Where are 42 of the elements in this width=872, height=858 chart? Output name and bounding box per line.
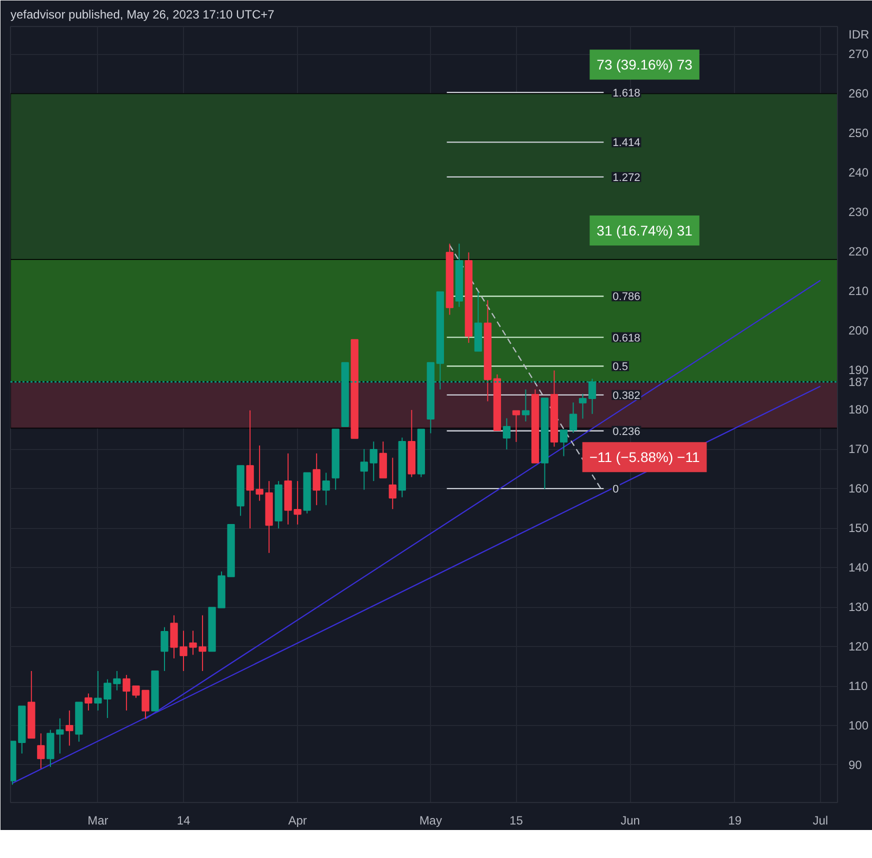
annotation: 31 (16.74%) 31 xyxy=(596,222,693,238)
annotation: 73 (39.16%) 73 xyxy=(596,56,693,73)
y-tick-label: 270 xyxy=(848,47,869,62)
y-tick-label: 200 xyxy=(848,324,869,338)
y-tick-label: 120 xyxy=(848,640,869,654)
annotation: 0 xyxy=(612,484,619,496)
annotation: 0.236 xyxy=(612,426,640,438)
x-tick-label: Jul xyxy=(812,814,828,828)
annotation: 0.382 xyxy=(612,390,640,402)
y-tick-label: 150 xyxy=(848,521,869,536)
annotation: 0.786 xyxy=(612,291,640,304)
x-tick-label: May xyxy=(419,814,442,828)
annotation: 1.272 xyxy=(612,172,640,184)
x-tick-label: 14 xyxy=(176,814,191,828)
y-axis-title: IDR xyxy=(848,27,870,42)
annotation: 0.618 xyxy=(612,332,640,344)
y-tick-label: 220 xyxy=(848,244,869,259)
y-tick-label: 110 xyxy=(848,679,868,693)
annotation: 1.618 xyxy=(612,87,640,100)
annotation: −11 (−5.88%) −11 xyxy=(589,449,700,466)
x-tick-label: Mar xyxy=(88,814,108,828)
x-tick-label: Apr xyxy=(288,814,307,828)
x-tick-label: Jun xyxy=(620,814,640,828)
y-tick-label: 170 xyxy=(848,442,869,456)
x-tick-label: 19 xyxy=(728,814,742,828)
y-tick-label: 160 xyxy=(848,482,869,496)
y-tick-label: 130 xyxy=(848,600,869,614)
y-tick-label: 100 xyxy=(848,718,869,732)
y-tick-label: 180 xyxy=(848,402,869,417)
annotation: 1.414 xyxy=(612,137,640,150)
y-tick-label: 190 xyxy=(848,363,869,378)
y-tick-label: 210 xyxy=(848,284,869,298)
y-tick-label: 90 xyxy=(848,758,862,772)
annotation: 0.5 xyxy=(612,361,628,374)
y-tick-label: 260 xyxy=(848,86,869,101)
chart-title: yefadvisor published, May 26, 2023 17:10 UTC+7 xyxy=(10,8,275,22)
y-tick-label: 140 xyxy=(848,560,869,575)
y-tick-label: 240 xyxy=(848,166,869,180)
y-tick-label: 250 xyxy=(848,126,869,140)
ref-line-label: 187 xyxy=(848,374,869,389)
x-tick-label: 15 xyxy=(510,814,524,828)
y-tick-label: 230 xyxy=(848,205,869,220)
